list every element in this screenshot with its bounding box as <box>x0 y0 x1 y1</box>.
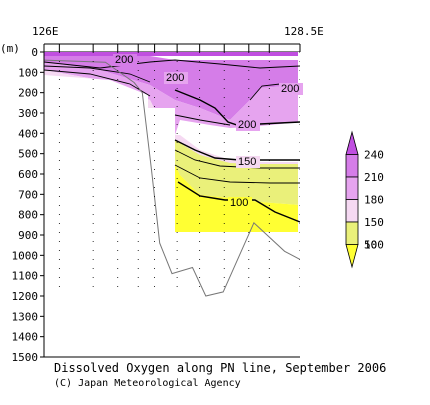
colorbar-label: 150 <box>364 216 384 229</box>
y-tick-label: 400 <box>18 127 38 140</box>
x-tick-label-west: 126E <box>32 25 59 38</box>
band-210 <box>44 56 300 120</box>
y-tick-label: 100 <box>18 66 38 79</box>
colorbar-swatch <box>345 221 359 245</box>
y-tick-label: 1200 <box>12 290 39 303</box>
contour-label-bg-200-b <box>164 72 188 84</box>
colorbar-swatch <box>345 244 359 269</box>
band-240 <box>44 52 300 56</box>
contour-180-slope <box>174 114 231 126</box>
y-tick-label: 900 <box>18 229 38 242</box>
colorbar-label: 50 <box>364 239 377 252</box>
y-tick-label: 200 <box>18 87 38 100</box>
no-data-west-shelf <box>44 75 148 357</box>
colorbar-label: 240 <box>364 149 384 162</box>
no-data-deep <box>200 232 300 357</box>
contour-label-100: 100 <box>230 197 248 209</box>
x-tick-label-east: 128.5E <box>284 25 324 38</box>
plot-area <box>44 52 300 357</box>
colorbar-swatch <box>345 176 359 200</box>
y-tick-label: 0 <box>31 46 38 59</box>
band-100 <box>175 140 300 205</box>
contour-shelf-1 <box>44 65 151 83</box>
y-tick-label: 300 <box>18 107 38 120</box>
colorbar-label: 210 <box>364 171 384 184</box>
contour-label-200-c: 200 <box>281 83 299 95</box>
y-tick-label: 800 <box>18 209 38 222</box>
no-data-east <box>298 52 300 357</box>
contour-200-upper <box>44 59 300 69</box>
colorbar-label: 180 <box>364 194 384 207</box>
contour-label-bg-200-d <box>236 119 260 131</box>
colorbar-label: 100 <box>364 239 384 252</box>
y-tick-label: 500 <box>18 148 38 161</box>
y-tick-label: 600 <box>18 168 38 181</box>
contour-120 <box>174 164 300 184</box>
no-data-under-slope-block <box>175 242 200 357</box>
contour-150 <box>174 139 300 161</box>
contour-label-bg-200-a <box>113 54 137 66</box>
contour-label-200-d: 200 <box>238 119 256 131</box>
contour-label-150: 150 <box>238 156 256 168</box>
y-tick-label: 1300 <box>12 310 39 323</box>
contour-130 <box>174 149 300 169</box>
contour-label-bg-100 <box>228 197 252 209</box>
y-tick-label: 1400 <box>12 331 39 344</box>
y-tick-label: 700 <box>18 188 38 201</box>
chart-credit: (C) Japan Meteorological Agency <box>54 378 241 389</box>
y-tick-label: 1100 <box>12 270 39 283</box>
y-tick-label: 1000 <box>12 249 39 262</box>
colorbar-swatch <box>345 199 359 223</box>
colorbar-swatch <box>345 130 359 155</box>
colorbar-swatch <box>345 154 359 178</box>
contour-label-200-b: 200 <box>166 72 184 84</box>
y-axis-unit-label: (m) <box>0 42 20 55</box>
contour-label-bg-200-c <box>279 83 303 95</box>
chart-title: Dissolved Oxygen along PN line, Septembe… <box>54 361 386 375</box>
bottom-topography-line <box>44 59 300 297</box>
y-axis-ticks: 0 100 200 300 400 500 600 700 800 900 1000 1100 1200… <box>12 46 44 364</box>
contour-label-bg-150 <box>236 156 260 168</box>
contour-label-200-a: 200 <box>115 54 133 66</box>
no-data-slope-gap <box>148 108 175 357</box>
y-tick-label: 1500 <box>12 351 39 364</box>
